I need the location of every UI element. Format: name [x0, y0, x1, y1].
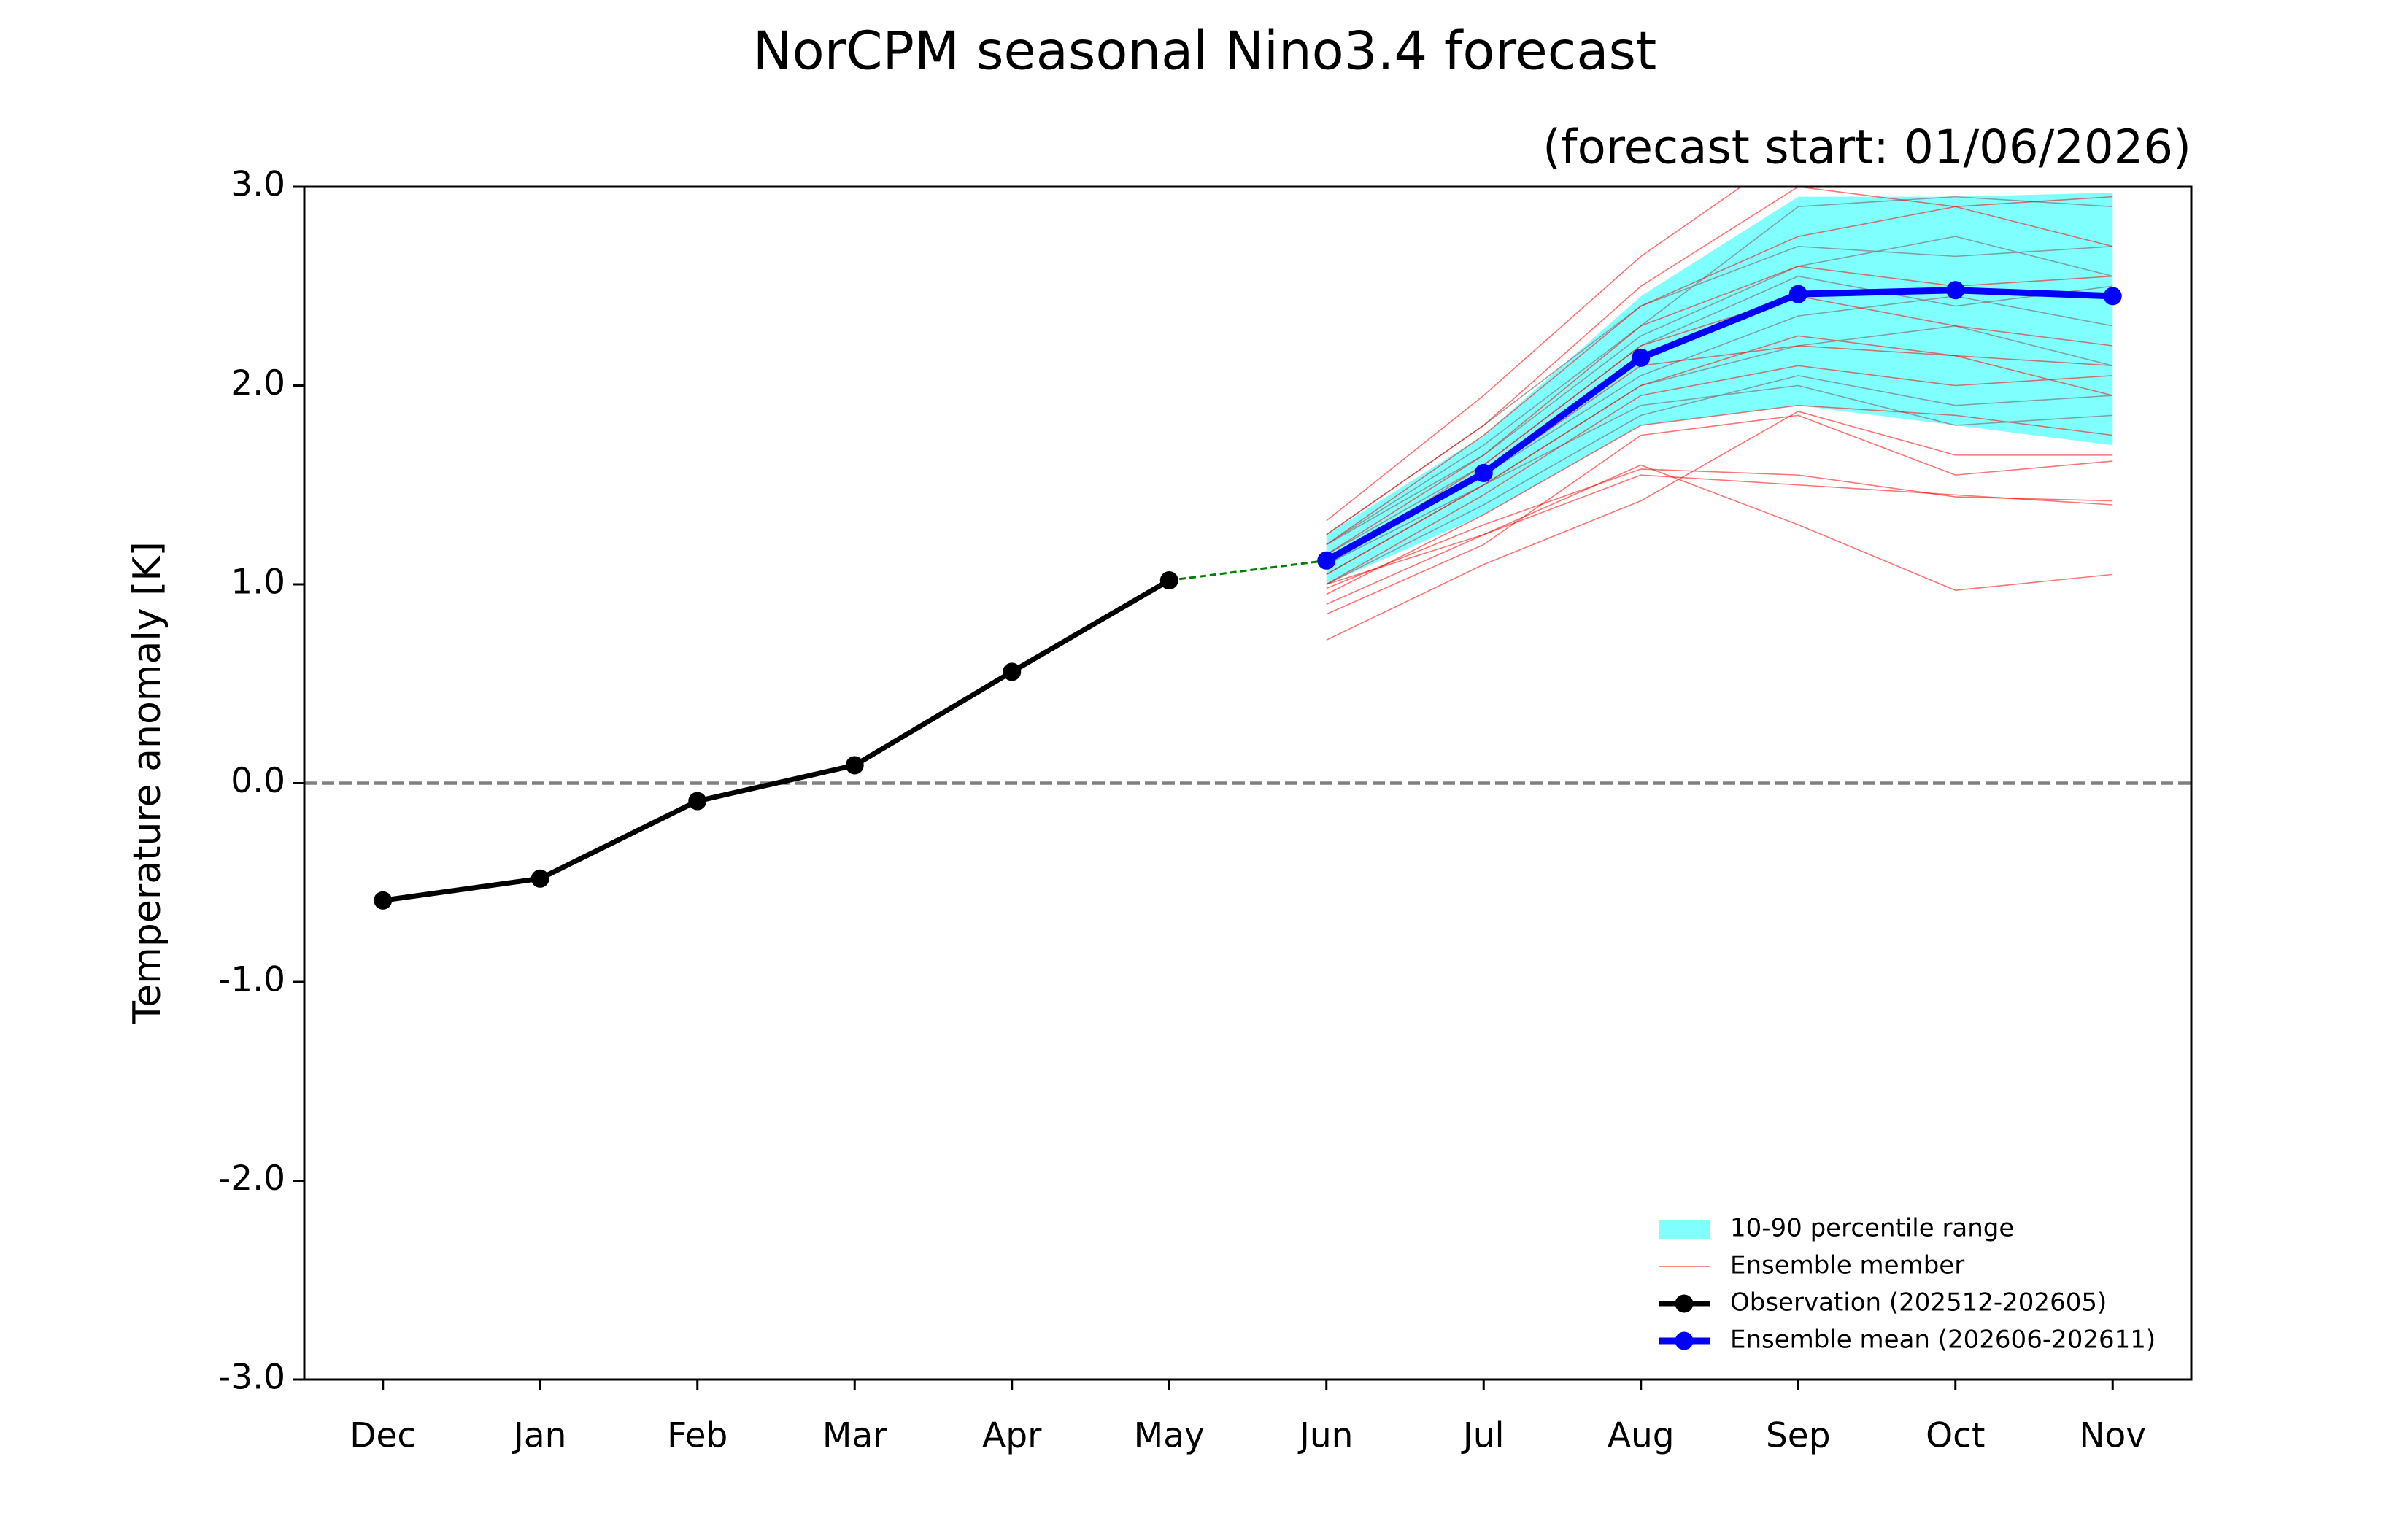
series-marker: [1474, 463, 1493, 482]
y-tick-label: 1.0: [231, 562, 285, 603]
connector-line: [1169, 559, 1327, 582]
series-line: [382, 578, 1171, 903]
x-tick-label: Jan: [512, 1416, 566, 1456]
ensemble-member: [1326, 335, 2113, 576]
x-tick-label: Oct: [1926, 1416, 1985, 1456]
series-marker: [1317, 551, 1336, 570]
y-tick-label: 3.0: [231, 165, 285, 205]
ensemble-member: [1326, 365, 2113, 585]
ensemble-member-gray: [1326, 196, 2113, 546]
legend-swatch: [1675, 1331, 1694, 1350]
y-axis-label: Temperature anomaly [K]: [126, 541, 169, 1025]
series-marker: [845, 756, 864, 775]
series-marker: [1003, 662, 1022, 681]
x-tick-label: Nov: [2079, 1416, 2146, 1456]
series-marker: [1632, 348, 1651, 367]
x-tick-label: Sep: [1766, 1416, 1831, 1456]
ensemble-member-gray: [1326, 275, 2113, 555]
ensemble-member: [1326, 266, 2113, 555]
legend-label: 10-90 percentile range: [1730, 1214, 2014, 1243]
ensemble-member: [1326, 468, 2113, 589]
x-tick-label: Jul: [1461, 1416, 1505, 1456]
series-marker: [530, 869, 549, 888]
y-tick-label: 0.0: [231, 761, 285, 801]
x-tick-label: Dec: [350, 1416, 416, 1456]
y-tick-label: -1.0: [218, 960, 285, 1000]
plot-area: [304, 187, 2191, 910]
legend-swatch: [1659, 1220, 1710, 1239]
y-tick-label: -3.0: [218, 1358, 285, 1398]
y-tick-label: -2.0: [218, 1158, 285, 1199]
ensemble-member: [1326, 295, 2113, 565]
series-marker: [1788, 285, 1807, 303]
x-tick-label: Apr: [982, 1416, 1042, 1456]
series-marker: [374, 891, 393, 910]
series-marker: [2103, 287, 2122, 306]
chart-title: NorCPM seasonal Nino3.4 forecast: [753, 20, 1656, 82]
legend-label: Ensemble member: [1730, 1251, 1964, 1280]
ensemble-member: [1326, 187, 1743, 522]
ensemble-member: [1326, 404, 2113, 595]
x-tick-label: Aug: [1608, 1416, 1675, 1456]
x-tick-label: Feb: [667, 1416, 728, 1456]
ensemble-member: [1326, 464, 2113, 591]
x-tick-label: Mar: [822, 1416, 887, 1456]
axes-decorations: -3.0 -2.0 -1.0 0.0 1.0 2.0 3.0 Dec Jan Feb Mar Apr M…: [218, 165, 2156, 1456]
ensemble-member: [1326, 474, 2113, 605]
ensemble-member: [1326, 187, 2113, 535]
ensemble-member: [1326, 411, 2113, 641]
ensemble-member: [1326, 414, 2113, 615]
ensemble-member-gray: [1326, 236, 2113, 546]
ensemble-member: [1326, 206, 2113, 546]
legend-label: Observation (202512-202605): [1730, 1288, 2107, 1318]
legend-label: Ensemble mean (202606-202611): [1730, 1326, 2156, 1355]
legend: 10-90 percentile range Ensemble member Obs…: [1659, 1214, 2156, 1355]
ensemble-member-gray: [1326, 384, 2113, 565]
series-marker: [688, 792, 707, 811]
series-line: [1324, 287, 2113, 564]
series-marker: [1159, 571, 1178, 590]
series-marker: [1946, 281, 1965, 300]
x-tick-label: May: [1134, 1416, 1205, 1456]
legend-swatch: [1675, 1294, 1694, 1313]
chart-subtitle: (forecast start: 01/06/2026): [1543, 121, 2191, 175]
y-tick-label: 2.0: [231, 363, 285, 403]
x-tick-label: Jun: [1297, 1416, 1353, 1456]
